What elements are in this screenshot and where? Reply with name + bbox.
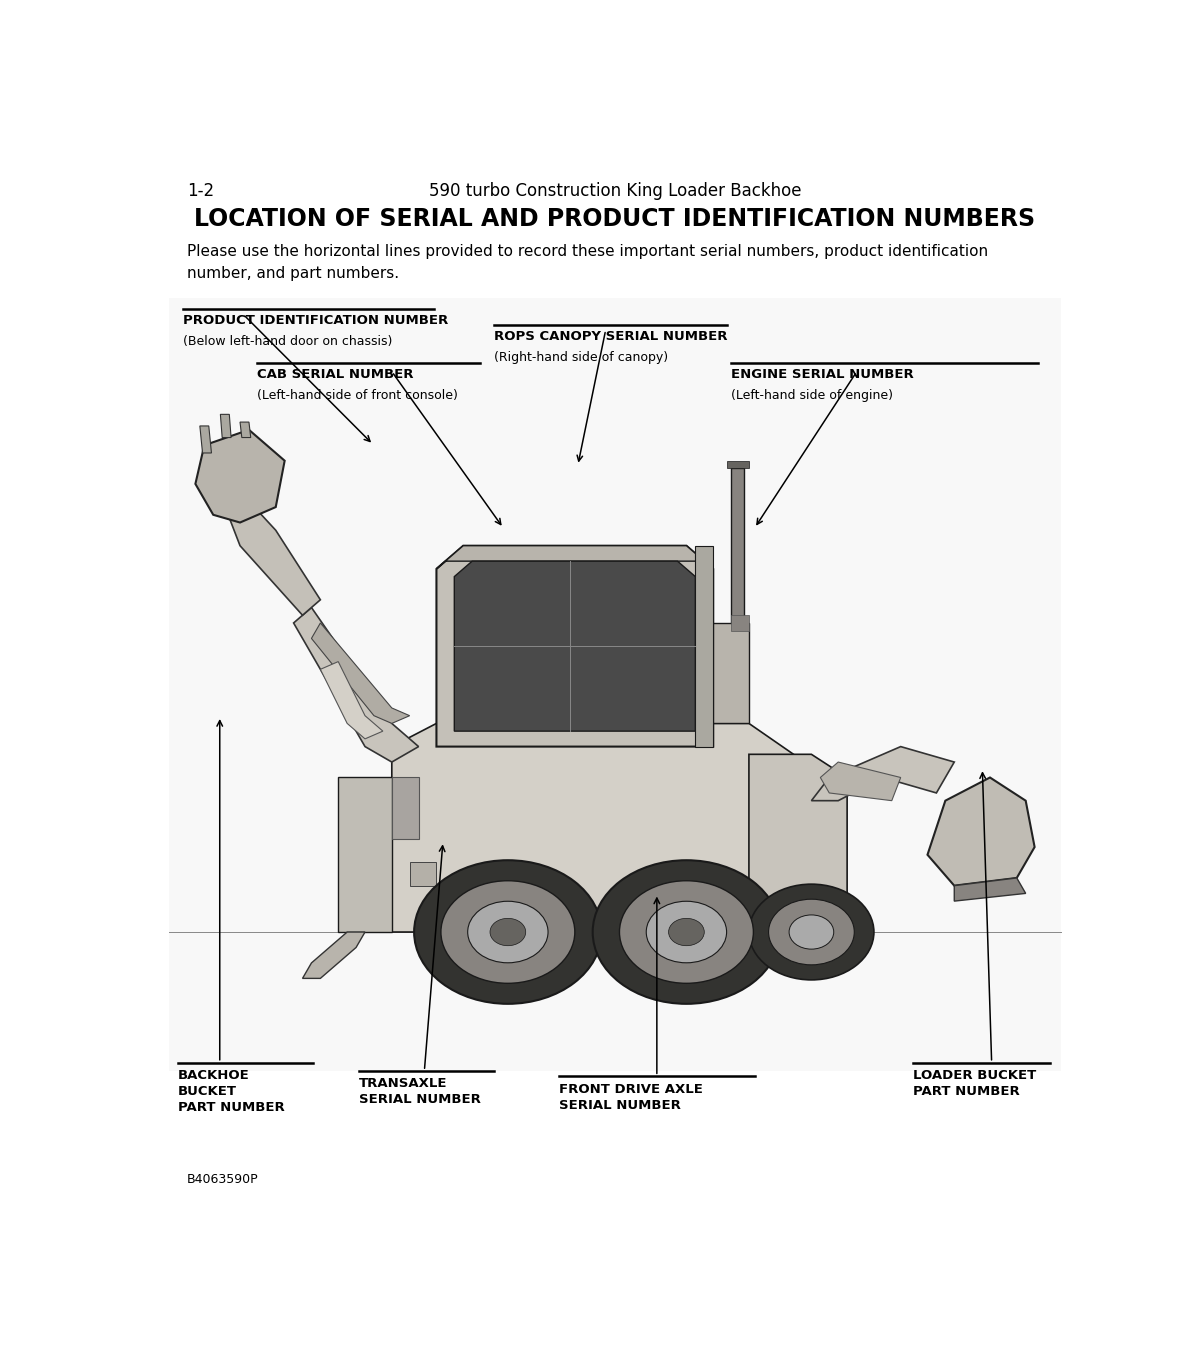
Ellipse shape [490,918,526,945]
Polygon shape [312,622,409,723]
Text: 1-2: 1-2 [187,182,215,199]
Text: LOCATION OF SERIAL AND PRODUCT IDENTIFICATION NUMBERS: LOCATION OF SERIAL AND PRODUCT IDENTIFIC… [194,206,1036,231]
Polygon shape [409,862,437,885]
Ellipse shape [468,902,548,963]
Polygon shape [200,426,211,453]
Polygon shape [320,662,383,739]
Ellipse shape [414,860,601,1003]
Polygon shape [713,622,749,723]
Polygon shape [954,877,1026,902]
Polygon shape [749,754,847,932]
Ellipse shape [647,902,727,963]
Text: (Left-hand side of engine): (Left-hand side of engine) [731,389,893,403]
Text: (Below left-hand door on chassis): (Below left-hand door on chassis) [182,335,392,348]
Polygon shape [221,415,232,438]
Ellipse shape [768,899,854,965]
Polygon shape [168,298,1062,1071]
Polygon shape [727,461,749,468]
Ellipse shape [668,918,704,945]
Polygon shape [294,607,419,762]
Text: LOADER BUCKET
PART NUMBER: LOADER BUCKET PART NUMBER [912,1069,1036,1098]
Polygon shape [222,492,320,616]
Text: (Right-hand side of canopy): (Right-hand side of canopy) [494,351,668,363]
Polygon shape [811,747,954,800]
Polygon shape [695,545,713,747]
Polygon shape [391,777,419,839]
Text: Please use the horizontal lines provided to record these important serial number: Please use the horizontal lines provided… [187,244,989,281]
Polygon shape [168,932,1062,1071]
Polygon shape [276,932,954,955]
Polygon shape [437,545,713,570]
Text: (Left-hand side of front console): (Left-hand side of front console) [257,389,458,403]
Text: TRANSAXLE
SERIAL NUMBER: TRANSAXLE SERIAL NUMBER [359,1078,481,1106]
Text: FRONT DRIVE AXLE
SERIAL NUMBER: FRONT DRIVE AXLE SERIAL NUMBER [559,1082,703,1112]
Polygon shape [391,723,793,932]
Text: BACKHOE
BUCKET
PART NUMBER: BACKHOE BUCKET PART NUMBER [178,1069,284,1115]
Polygon shape [196,430,284,522]
Text: B4063590P: B4063590P [187,1173,259,1186]
Ellipse shape [440,881,575,983]
Polygon shape [821,762,901,800]
Text: PRODUCT IDENTIFICATION NUMBER: PRODUCT IDENTIFICATION NUMBER [182,315,448,327]
Ellipse shape [619,881,754,983]
Polygon shape [455,561,695,731]
Text: CAB SERIAL NUMBER: CAB SERIAL NUMBER [257,369,414,381]
Text: ROPS CANOPY SERIAL NUMBER: ROPS CANOPY SERIAL NUMBER [494,330,727,343]
Polygon shape [928,777,1034,885]
Text: 590 turbo Construction King Loader Backhoe: 590 turbo Construction King Loader Backh… [428,182,802,199]
Polygon shape [338,777,391,932]
Polygon shape [731,468,744,622]
Polygon shape [302,932,365,979]
Text: ENGINE SERIAL NUMBER: ENGINE SERIAL NUMBER [731,369,914,381]
Ellipse shape [593,860,780,1003]
Polygon shape [240,422,251,438]
Ellipse shape [790,915,834,949]
Polygon shape [437,545,713,747]
Ellipse shape [749,884,874,980]
Polygon shape [731,616,749,631]
